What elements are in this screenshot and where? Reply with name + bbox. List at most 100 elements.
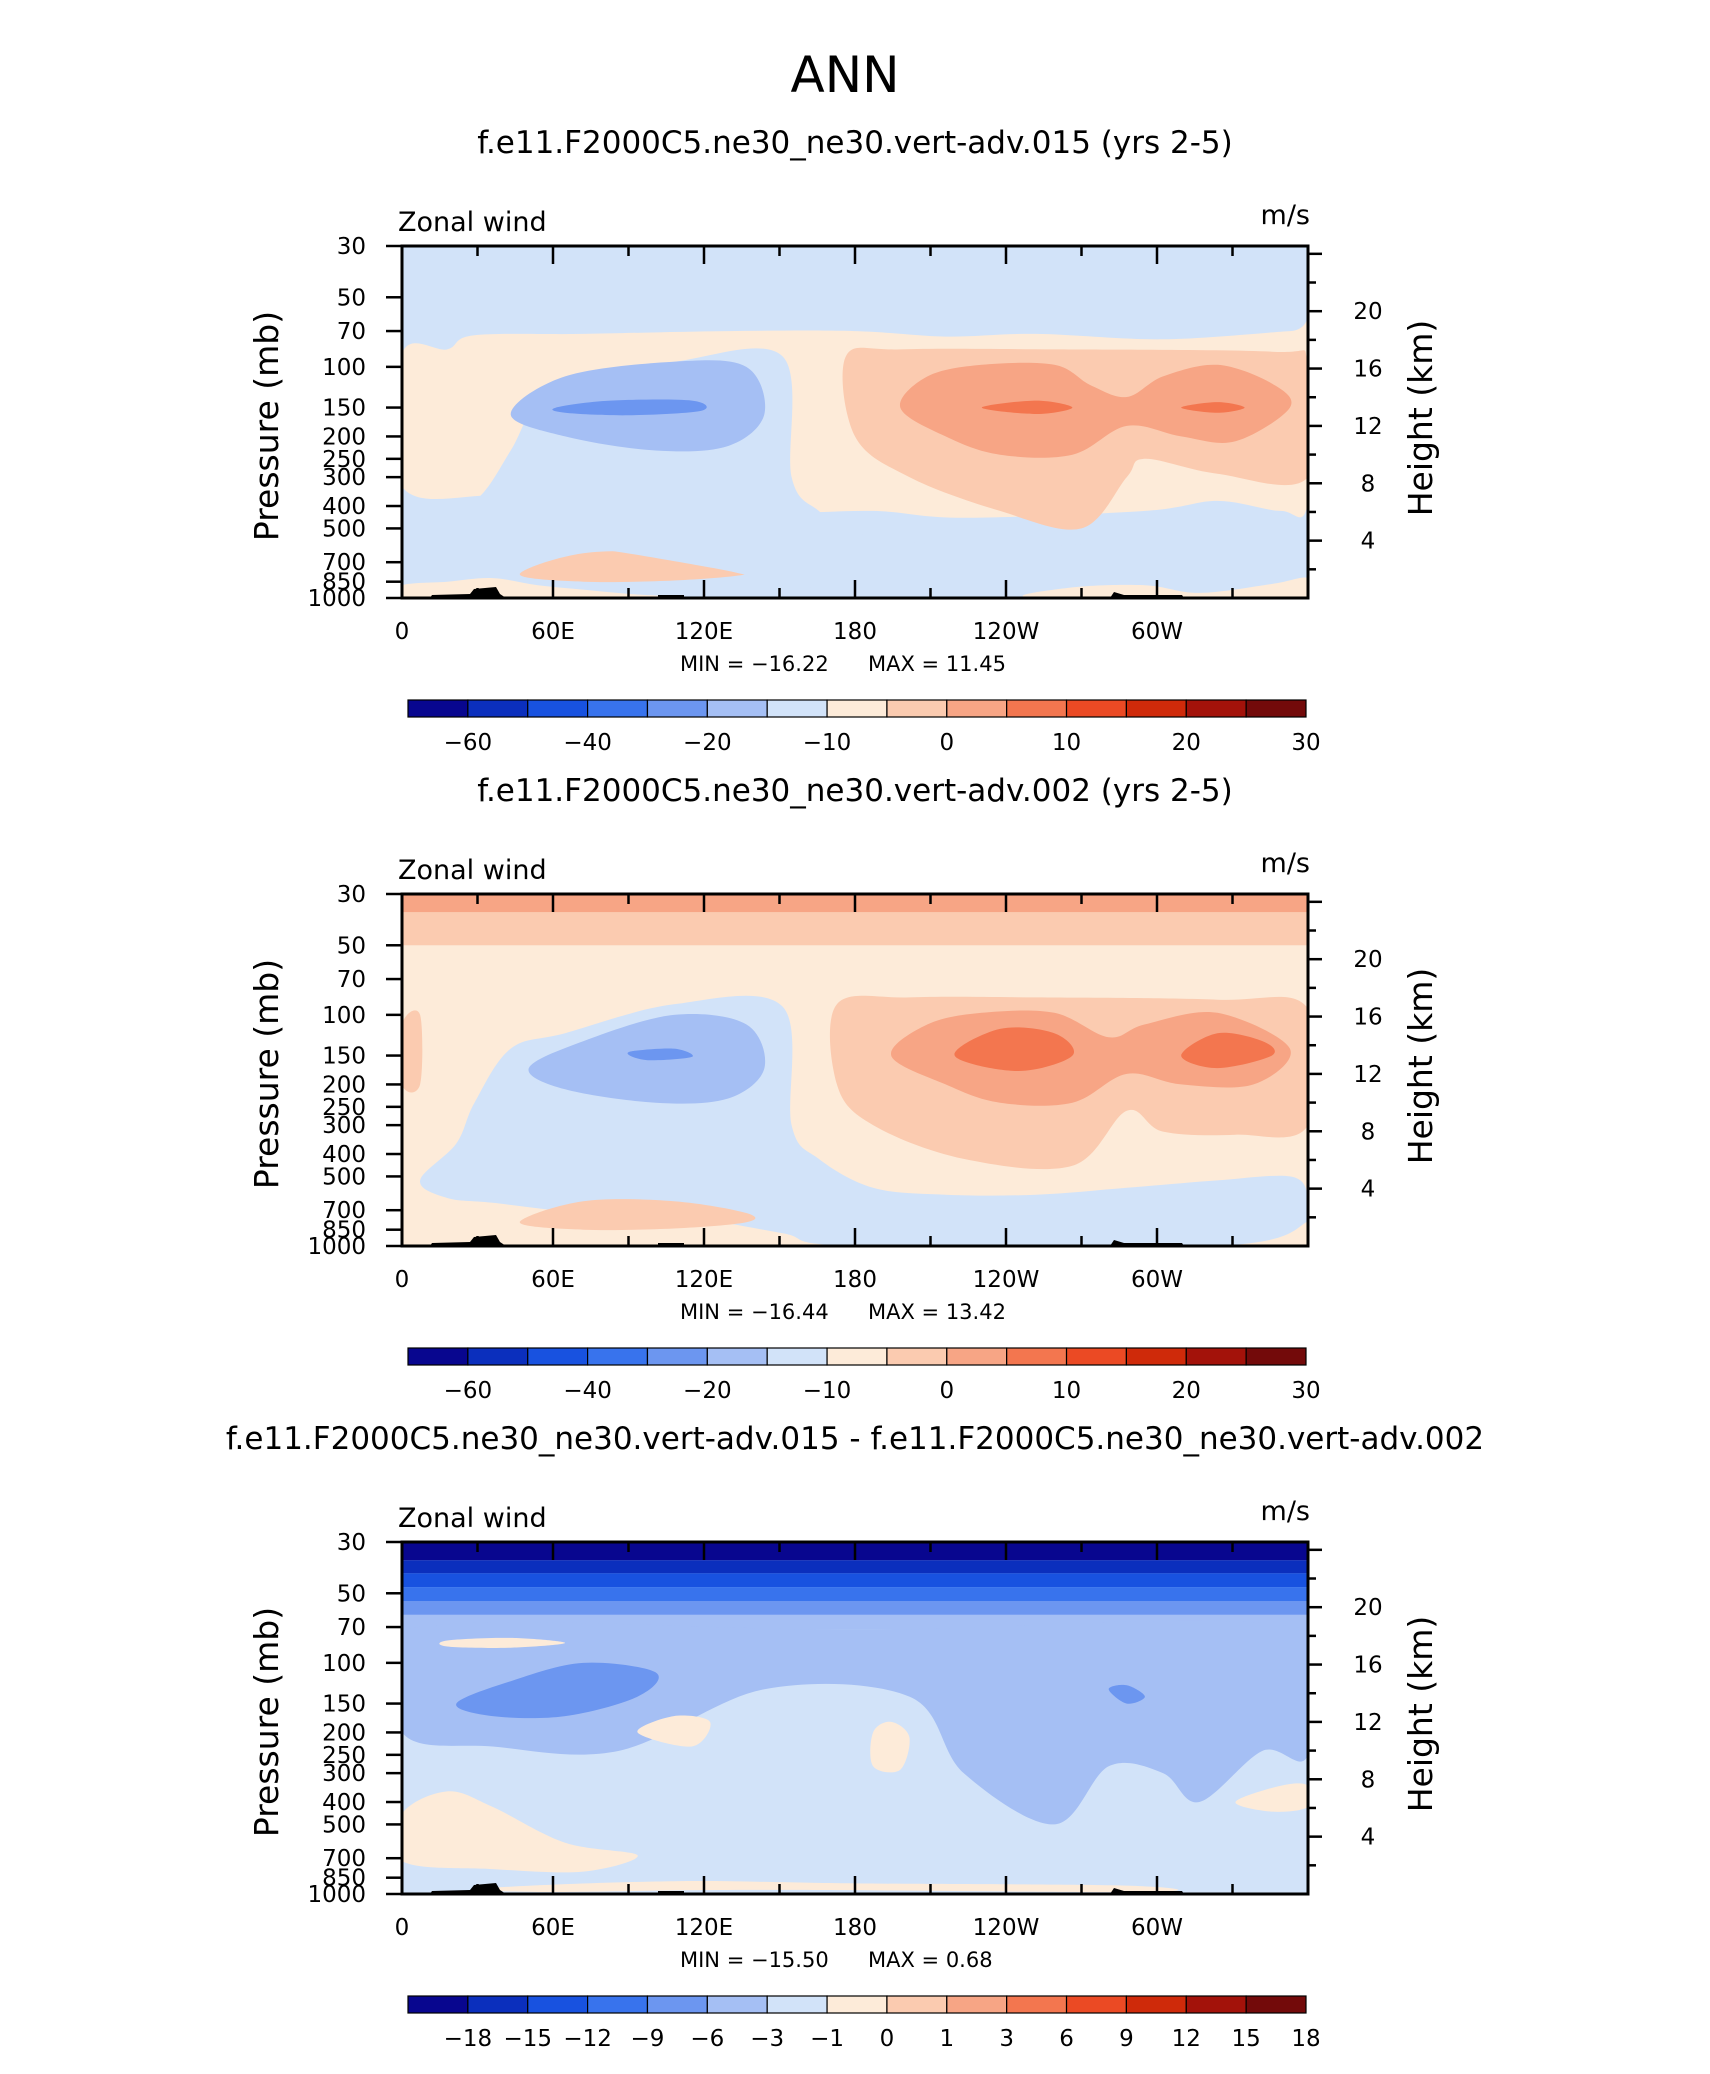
colorbar-label: −10 (803, 730, 852, 756)
y-tick-right-label: 4 (1361, 1177, 1376, 1203)
colorbar-label: −20 (683, 730, 732, 756)
contour-neg-spot (1108, 1684, 1145, 1704)
colorbar-box (1185, 1347, 1247, 1366)
colorbar-label: 0 (939, 1378, 954, 1404)
x-tick-label: 180 (833, 619, 877, 645)
panel-title: f.e11.F2000C5.ne30_ne30.vert-adv.002 (yr… (477, 773, 1232, 809)
y-tick-label: 250 (322, 447, 366, 473)
y-tick-label: 700 (322, 1846, 366, 1872)
y-tick-label: 30 (337, 1530, 366, 1556)
contour-pos-e (870, 1721, 910, 1773)
colorbar: −60 −40 −20 −10 0 10 20 30 (407, 699, 1321, 756)
min-label: MIN = −15.50 (680, 1948, 829, 1972)
colorbar-label: 10 (1052, 730, 1081, 756)
colorbar-box (1185, 1995, 1247, 2014)
figure-title: ANN (790, 46, 899, 104)
y-axis-label: Pressure (mb) (247, 959, 286, 1189)
colorbar-box (1125, 1995, 1187, 2014)
colorbar-label: 0 (880, 2026, 895, 2052)
y-tick-label: 300 (322, 465, 366, 491)
y-tick-label: 1000 (307, 1234, 366, 1260)
y-tick-label: 50 (337, 285, 366, 311)
contour-strat-2 (402, 1573, 1308, 1588)
colorbar-label: −15 (503, 2026, 552, 2052)
colorbar-label: 20 (1172, 1378, 1201, 1404)
units-label: m/s (1261, 848, 1310, 879)
colorbar-box (646, 699, 708, 718)
y-tick-label: 500 (322, 1812, 366, 1838)
colorbar-box (1125, 699, 1187, 718)
colorbar-box (527, 699, 589, 718)
colorbar-label: −9 (631, 2026, 665, 2052)
y-tick-right-label: 20 (1353, 299, 1382, 325)
colorbar-label: −12 (563, 2026, 612, 2052)
y-tick-right-label: 16 (1353, 1005, 1382, 1031)
units-label: m/s (1261, 200, 1310, 231)
x-tick-label: 60W (1131, 619, 1183, 645)
x-tick-label: 0 (395, 1915, 410, 1941)
colorbar-box (1006, 1347, 1068, 1366)
colorbar-label: −40 (563, 730, 612, 756)
colorbar-box (467, 699, 529, 718)
y-tick-label: 250 (322, 1743, 366, 1769)
contour-pos-d (637, 1715, 711, 1747)
x-tick-label: 180 (833, 1267, 877, 1293)
colorbar-label: −6 (690, 2026, 724, 2052)
y-tick-label: 100 (322, 1003, 366, 1029)
colorbar-box (766, 1347, 828, 1366)
colorbar-box (646, 1995, 708, 2014)
colorbar-box (886, 699, 948, 718)
x-tick-label: 120W (973, 619, 1040, 645)
colorbar-box (706, 1347, 768, 1366)
colorbar-box (467, 1347, 529, 1366)
topography-africa (430, 587, 506, 598)
colorbar-box (946, 1347, 1008, 1366)
colorbar-label: −1 (810, 2026, 844, 2052)
x-tick-label: 0 (395, 619, 410, 645)
colorbar-box (646, 1347, 708, 1366)
colorbar-box (1065, 1347, 1127, 1366)
colorbar-box (886, 1995, 948, 2014)
colorbar-label: 15 (1231, 2026, 1260, 2052)
colorbar-label: 3 (999, 2026, 1014, 2052)
colorbar-box (826, 699, 888, 718)
colorbar-label: 12 (1172, 2026, 1201, 2052)
max-label: MAX = 13.42 (868, 1300, 1006, 1324)
colorbar-label: 6 (1059, 2026, 1074, 2052)
y-tick-label: 30 (337, 882, 366, 908)
units-label: m/s (1261, 1496, 1310, 1527)
colorbar-box (586, 699, 649, 718)
colorbar-label: −10 (803, 1378, 852, 1404)
panels: f.e11.F2000C5.ne30_ne30.vert-adv.015 (yr… (226, 125, 1484, 2052)
y-tick-label: 850 (322, 1218, 366, 1244)
contour-pos-a (439, 1637, 566, 1648)
contour-pos-4a (981, 400, 1073, 414)
colorbar-label: 18 (1291, 2026, 1320, 2052)
min-label: MIN = −16.44 (680, 1300, 829, 1324)
contour-strat-3 (402, 1587, 1308, 1602)
y-tick-label: 200 (322, 1072, 366, 1098)
colorbar-box (706, 699, 768, 718)
colorbar-label: 10 (1052, 1378, 1081, 1404)
contour-strat-4 (402, 1601, 1308, 1615)
contour-pos-4b (1181, 1032, 1275, 1069)
y-tick-label: 50 (337, 933, 366, 959)
y-tick-label: 200 (322, 1720, 366, 1746)
x-tick-label: 120E (675, 619, 733, 645)
y-tick-right-label: 16 (1353, 357, 1382, 383)
colorbar-label: −20 (683, 1378, 732, 1404)
colorbar-box (766, 699, 828, 718)
x-tick-label: 60E (531, 619, 575, 645)
colorbar-label: 20 (1172, 730, 1201, 756)
colorbar-box (586, 1995, 649, 2014)
colorbar-box (1065, 1995, 1127, 2014)
y-tick-label: 70 (337, 319, 366, 345)
topography-africa (430, 1235, 506, 1246)
colorbar-label: 30 (1291, 1378, 1320, 1404)
variable-label: Zonal wind (398, 1503, 547, 1534)
colorbar-box (586, 1347, 649, 1366)
colorbar-label: 30 (1291, 730, 1320, 756)
max-label: MAX = 0.68 (868, 1948, 993, 1972)
contour-pos-3 (899, 362, 1292, 458)
